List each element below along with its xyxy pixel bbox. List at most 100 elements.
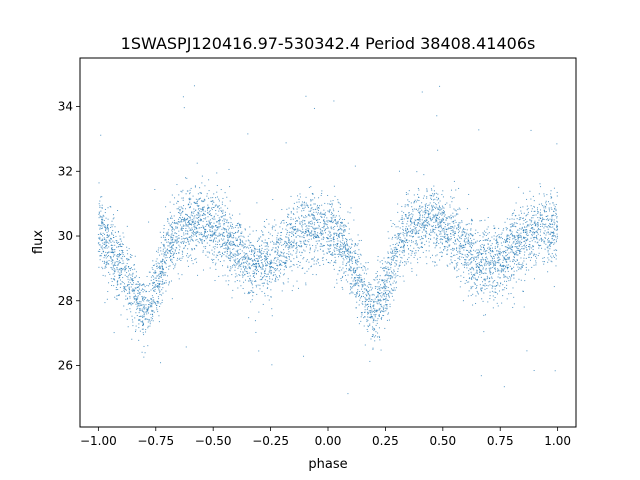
scatter-point: [386, 274, 388, 276]
scatter-point: [99, 238, 101, 240]
scatter-point: [318, 237, 320, 239]
scatter-point: [209, 267, 211, 269]
scatter-point: [469, 252, 471, 254]
scatter-point: [419, 210, 421, 212]
scatter-point: [184, 219, 186, 221]
scatter-point: [154, 270, 156, 272]
scatter-point: [307, 207, 309, 209]
scatter-point: [297, 206, 299, 208]
scatter-point: [303, 355, 305, 357]
scatter-point: [417, 193, 419, 195]
scatter-point: [504, 275, 506, 277]
scatter-point: [426, 189, 428, 191]
scatter-point: [181, 219, 183, 221]
scatter-point: [397, 211, 399, 213]
scatter-point: [224, 242, 226, 244]
scatter-point: [369, 295, 371, 297]
scatter-point: [500, 265, 502, 267]
scatter-point: [229, 248, 231, 250]
scatter-point: [422, 251, 424, 253]
scatter-point: [101, 221, 103, 223]
scatter-point: [229, 250, 231, 252]
scatter-point: [201, 219, 203, 221]
scatter-point: [347, 248, 349, 250]
scatter-point: [212, 262, 214, 264]
scatter-point: [380, 318, 382, 319]
scatter-point: [188, 243, 190, 245]
scatter-point: [161, 294, 163, 296]
scatter-point: [322, 233, 324, 235]
scatter-point: [239, 243, 241, 245]
scatter-point: [228, 227, 230, 229]
scatter-point: [187, 231, 189, 233]
scatter-point: [105, 246, 107, 248]
scatter-point: [195, 231, 197, 233]
scatter-point: [370, 312, 372, 314]
scatter-point: [276, 277, 278, 279]
scatter-point: [236, 251, 238, 253]
scatter-point: [256, 270, 258, 272]
scatter-point: [291, 236, 293, 238]
scatter-point: [551, 261, 553, 263]
scatter-point: [397, 233, 399, 235]
scatter-point: [359, 290, 361, 292]
scatter-point: [273, 262, 275, 264]
scatter-point: [143, 297, 145, 299]
scatter-point: [483, 230, 485, 232]
scatter-point: [550, 231, 552, 233]
scatter-point: [223, 260, 225, 262]
scatter-point: [517, 241, 519, 243]
scatter-point: [244, 243, 246, 245]
scatter-point: [425, 230, 427, 232]
scatter-point: [525, 231, 527, 233]
scatter-point: [242, 266, 244, 268]
scatter-point: [555, 241, 557, 243]
scatter-point: [189, 222, 191, 224]
scatter-point: [499, 236, 501, 238]
scatter-point: [511, 223, 513, 225]
scatter-point: [213, 259, 215, 260]
scatter-point: [250, 265, 252, 267]
scatter-point: [342, 237, 344, 239]
scatter-point: [343, 246, 345, 248]
scatter-point: [157, 286, 159, 288]
scatter-point: [341, 234, 343, 236]
scatter-point: [438, 198, 440, 200]
scatter-point: [102, 221, 104, 223]
scatter-point: [345, 265, 347, 267]
scatter-point: [335, 247, 337, 249]
scatter-point: [276, 242, 278, 244]
scatter-point: [556, 224, 558, 226]
scatter-point: [323, 225, 325, 227]
scatter-point: [501, 269, 503, 271]
scatter-point: [151, 305, 153, 307]
scatter-point: [398, 233, 400, 235]
scatter-point: [356, 259, 358, 261]
scatter-point: [447, 224, 449, 226]
scatter-point: [114, 251, 116, 253]
scatter-point: [296, 257, 298, 259]
scatter-point: [154, 272, 156, 274]
scatter-point: [488, 263, 490, 265]
scatter-point: [197, 223, 199, 225]
scatter-point: [507, 278, 509, 280]
scatter-point: [300, 246, 302, 248]
scatter-point: [271, 227, 273, 229]
scatter-point: [182, 197, 184, 199]
scatter-point: [403, 212, 405, 214]
scatter-point: [443, 230, 445, 232]
scatter-point: [488, 232, 490, 234]
scatter-point: [199, 220, 201, 222]
scatter-point: [209, 237, 211, 239]
scatter-point: [192, 220, 194, 222]
scatter-point: [333, 228, 335, 230]
scatter-point: [159, 268, 161, 270]
scatter-point: [141, 299, 143, 301]
scatter-point: [486, 228, 488, 230]
scatter-point: [308, 238, 310, 240]
scatter-point: [298, 201, 300, 203]
scatter-point: [471, 218, 473, 220]
scatter-point: [266, 242, 268, 244]
scatter-point: [522, 290, 524, 292]
scatter-point: [215, 224, 217, 226]
